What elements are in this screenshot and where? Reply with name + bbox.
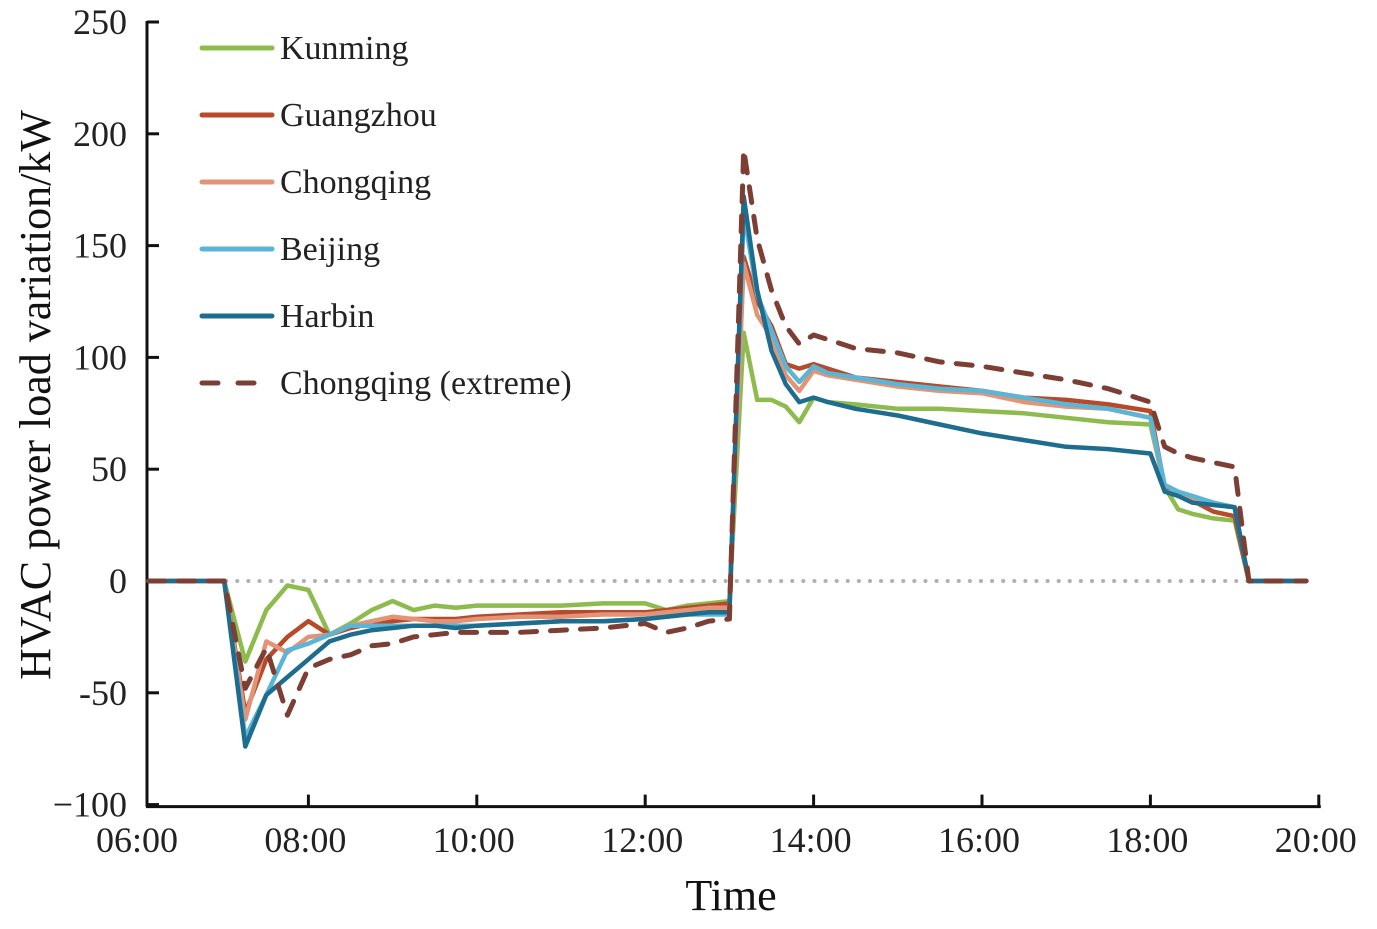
legend-label: Chongqing [280,164,431,201]
x-tick-label: 12:00 [601,820,683,860]
legend-label: Beijing [280,231,380,268]
legend-item: Beijing [199,231,380,268]
legend-label: Chongqing (extreme) [280,365,572,402]
legend-item: Chongqing [199,164,431,201]
legend-item: Guangzhou [199,97,437,134]
x-tick-label: 10:00 [433,820,515,860]
x-tick-label: 06:00 [96,820,178,860]
legend-label: Kunming [280,30,408,67]
legend: Kunming Guangzhou Chongqing Beijing Harbin Ch… [199,30,572,402]
legend-item: Harbin [199,298,374,335]
series-group [145,147,1309,749]
series-line-chongqing-extreme [145,147,1309,718]
x-tick-label: 16:00 [938,820,1020,860]
x-tick-label: 18:00 [1106,820,1188,860]
x-tick-label: 08:00 [264,820,346,860]
y-tick-label: 250 [73,2,127,42]
y-tick-label: −100 [53,785,127,825]
series-line-beijing [148,209,1307,740]
y-tick-label: 200 [73,114,127,154]
legend-item: Chongqing (extreme) [199,365,572,402]
y-axis-title: HVAC power load variation/kW [11,110,60,680]
legend-label: Harbin [280,298,374,335]
x-tick-label: 14:00 [770,820,852,860]
y-tick-label: 50 [91,449,127,489]
legend-label: Guangzhou [280,97,437,134]
x-axis-title: Time [685,871,776,920]
y-tick-label: 0 [109,561,127,601]
y-tick-label: 150 [73,226,127,266]
x-tick-label: 20:00 [1275,820,1357,860]
legend-item: Kunming [199,30,408,67]
y-tick-label: -50 [79,673,127,713]
y-tick-label: 100 [73,337,127,377]
